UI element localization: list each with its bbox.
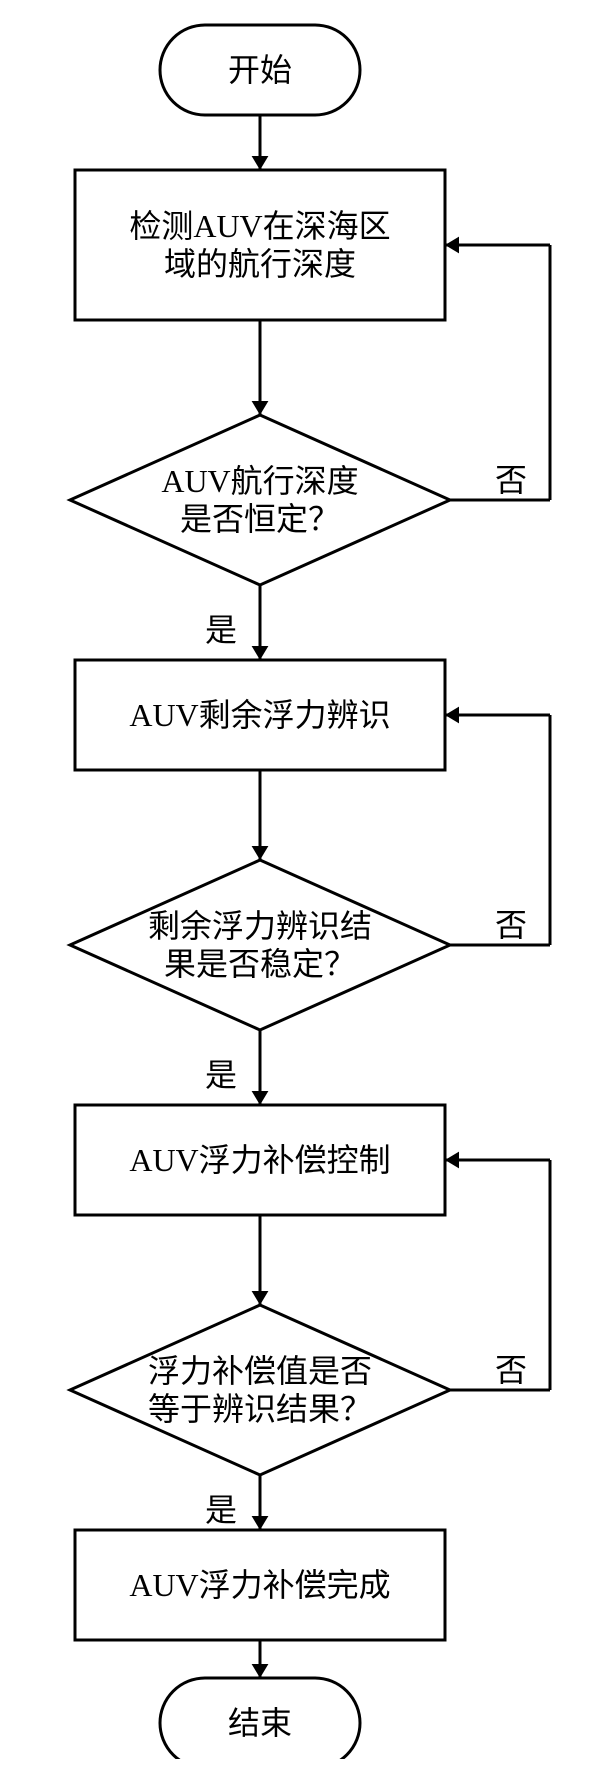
node-dec2 [70,860,450,1030]
node-ident [75,660,445,770]
node-dec3 [70,1305,450,1475]
flowchart-canvas [0,0,614,1759]
node-dec1 [70,415,450,585]
node-detect [75,170,445,320]
node-start [160,25,360,115]
node-done [75,1530,445,1640]
node-ctrl [75,1105,445,1215]
node-end [160,1678,360,1759]
